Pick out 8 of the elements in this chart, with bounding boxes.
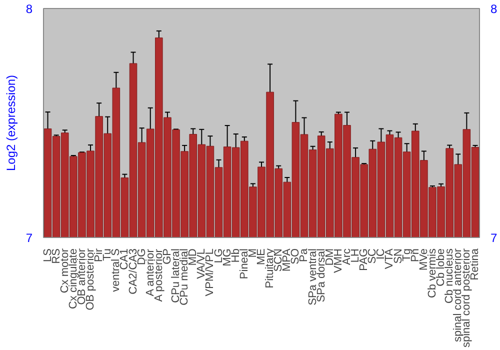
y2-tick-label: 8	[490, 2, 498, 16]
x-tick-label: RS	[50, 248, 62, 264]
x-tick-label: Retina	[469, 248, 482, 280]
x-tick-label: Tg	[400, 248, 413, 262]
x-tick-label: A posterior	[152, 248, 165, 302]
x-tick-label: OB posterior	[84, 248, 97, 310]
y-axis-title: Log2 (expression)	[4, 74, 18, 172]
y2-tick-label: 7	[490, 231, 498, 245]
